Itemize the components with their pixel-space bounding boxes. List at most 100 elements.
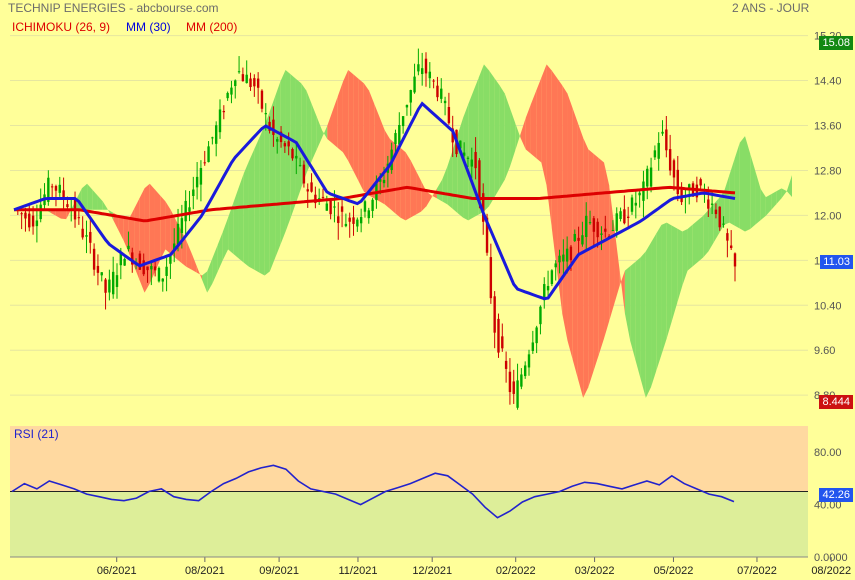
mm200-line xyxy=(14,185,736,223)
cloud-segment xyxy=(687,224,693,271)
cloud-segment xyxy=(703,209,709,258)
cloud-segment xyxy=(374,103,380,202)
candle-body xyxy=(241,74,245,82)
candle-body xyxy=(649,167,653,187)
candle-body xyxy=(623,209,626,224)
candle-body xyxy=(203,162,206,164)
cloud-segment xyxy=(510,108,516,167)
candle-body xyxy=(535,327,538,344)
rsi-oversold-zone xyxy=(10,491,808,557)
candle-body xyxy=(195,176,199,188)
candle-body xyxy=(142,260,145,275)
cloud-segment xyxy=(583,137,589,398)
candle-body xyxy=(54,186,58,191)
candle-body xyxy=(276,139,279,142)
candle-body xyxy=(131,252,134,265)
cloud-segment xyxy=(134,198,140,280)
candle-body xyxy=(314,194,317,204)
candle-body xyxy=(443,100,447,104)
cloud-segment xyxy=(248,149,255,270)
candle-body xyxy=(359,217,363,224)
cloud-segment xyxy=(546,64,552,229)
candle-body xyxy=(539,306,542,325)
candle-body xyxy=(600,233,603,235)
cloud-segment xyxy=(332,96,338,148)
x-tick-label: 11/2021 xyxy=(338,565,377,577)
cloud-segment xyxy=(739,136,746,232)
cloud-segment xyxy=(196,266,202,280)
cloud-segment xyxy=(92,189,98,210)
candle-body xyxy=(35,220,39,227)
candle-body xyxy=(653,150,657,158)
period-label[interactable]: 2 ANS - JOUR xyxy=(732,1,810,15)
y-tick-label: 12.80 xyxy=(814,165,842,177)
candle-body xyxy=(218,109,222,133)
cloud-segment xyxy=(290,74,296,218)
cloud-segment xyxy=(118,215,124,241)
candle-body xyxy=(714,209,718,215)
candle-body xyxy=(249,78,252,88)
legend-mm30: MM (30) xyxy=(126,20,171,34)
candle-body xyxy=(710,203,714,205)
cloud-segment xyxy=(243,161,249,267)
cloud-segment xyxy=(426,191,432,207)
candle-body xyxy=(489,257,493,299)
candle-body xyxy=(672,160,676,178)
cloud-segment xyxy=(275,81,281,259)
cloud-segment xyxy=(489,70,495,207)
candle-body xyxy=(104,279,107,293)
candle-body xyxy=(424,58,428,74)
candle-body xyxy=(96,265,100,273)
candle-body xyxy=(451,128,454,143)
candle-body xyxy=(192,189,195,196)
candle-body xyxy=(340,206,344,212)
cloud-segment xyxy=(765,194,772,216)
cloud-segment xyxy=(358,78,364,192)
candle-body xyxy=(707,199,710,209)
price-tag-last: 11.03 xyxy=(820,255,853,269)
candle-body xyxy=(420,68,424,75)
cloud-segment xyxy=(682,228,688,286)
cloud-segment xyxy=(656,224,662,371)
candle-body xyxy=(283,143,287,147)
cloud-segment xyxy=(515,123,521,151)
candle-body xyxy=(615,213,618,231)
candle-body xyxy=(501,336,504,349)
candle-body xyxy=(295,155,298,159)
candle-body xyxy=(325,203,329,211)
cloud-segment xyxy=(149,183,155,284)
cloud-segment xyxy=(713,198,719,243)
candle-body xyxy=(66,204,69,208)
candle-body xyxy=(485,217,489,253)
candle-body xyxy=(569,246,573,261)
rsi-zones xyxy=(10,426,808,557)
cloud-segment xyxy=(97,195,103,210)
x-tick-label: 08/2021 xyxy=(185,565,225,577)
candle-body xyxy=(108,279,111,293)
y-tick-label: 10.40 xyxy=(814,300,842,312)
candle-body xyxy=(596,221,599,238)
candle-body xyxy=(729,245,733,249)
candle-body xyxy=(115,275,119,287)
rsi-value-tag: 42.26 xyxy=(819,488,853,502)
cloud-segment xyxy=(228,202,234,254)
cloud-segment xyxy=(483,64,490,212)
candle-body xyxy=(211,137,214,139)
y-tick-label: 12.00 xyxy=(814,210,842,222)
rsi-y-tick-label: 80.00 xyxy=(814,447,842,459)
candle-body xyxy=(504,360,508,369)
cloud-segment xyxy=(530,90,537,159)
cloud-segment xyxy=(551,70,558,271)
candle-body xyxy=(344,223,348,227)
cloud-segment xyxy=(311,103,317,162)
candle-body xyxy=(688,184,691,191)
cloud-segment xyxy=(348,70,354,172)
cloud-segment xyxy=(771,191,777,210)
candle-body xyxy=(470,159,473,167)
candle-body xyxy=(28,213,31,228)
cloud-segment xyxy=(635,257,641,379)
candle-body xyxy=(523,365,527,377)
candle-body xyxy=(77,217,81,219)
cloud-segment xyxy=(786,175,792,197)
candle-body xyxy=(321,196,325,198)
